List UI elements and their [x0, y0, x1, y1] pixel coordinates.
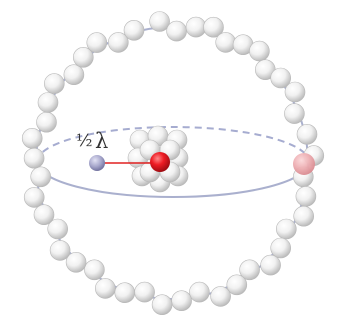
- ring-sphere: [296, 124, 318, 145]
- ring-sphere: [275, 218, 297, 240]
- ring-sphere: [36, 111, 57, 133]
- ring-sphere: [47, 218, 69, 240]
- ring-sphere: [171, 290, 192, 312]
- ring-sphere: [189, 281, 210, 303]
- ring-sphere: [151, 294, 173, 316]
- ring-sphere: [293, 205, 315, 227]
- ring-sphere: [21, 128, 43, 149]
- ring-sphere: [114, 282, 136, 304]
- ring-sphere: [86, 32, 108, 53]
- ring-sphere: [295, 186, 317, 207]
- ring-sphere: [134, 281, 155, 303]
- ring-sphere: [108, 32, 129, 53]
- ring-sphere: [215, 32, 236, 53]
- faded-red-ball: [293, 153, 315, 175]
- ring-sphere: [84, 259, 105, 281]
- ring-sphere: [23, 187, 45, 208]
- ring-sphere: [49, 240, 71, 261]
- equator-back-dashed: [36, 126, 310, 163]
- ring-sphere: [203, 16, 224, 38]
- ring-sphere: [284, 81, 306, 103]
- ring-sphere: [239, 259, 260, 281]
- ring-sphere: [65, 251, 87, 273]
- ring-sphere: [23, 147, 45, 169]
- ring-sphere: [149, 11, 170, 32]
- red-ball: [150, 152, 170, 172]
- ring-sphere: [185, 16, 207, 38]
- ring-sphere: [270, 67, 292, 89]
- ring-sphere: [210, 286, 231, 307]
- ring-sphere: [95, 278, 116, 299]
- ring-sphere: [73, 46, 94, 68]
- ring-sphere: [63, 64, 85, 85]
- label-fraction: ½: [76, 131, 92, 151]
- ring-sphere: [270, 237, 292, 259]
- ring-sphere: [226, 274, 248, 296]
- ring-spheres: [21, 11, 325, 316]
- ring-sphere: [123, 19, 145, 41]
- ring-sphere: [260, 254, 281, 276]
- ring-sphere: [37, 92, 59, 113]
- ring-sphere: [249, 40, 270, 62]
- ring-sphere: [30, 166, 52, 188]
- ring-sphere: [43, 73, 65, 94]
- ring-sphere: [166, 20, 187, 42]
- blue-ball: [89, 155, 105, 171]
- ring-sphere: [284, 103, 305, 124]
- label-lambda: λ: [95, 129, 108, 153]
- ring-sphere: [33, 204, 55, 225]
